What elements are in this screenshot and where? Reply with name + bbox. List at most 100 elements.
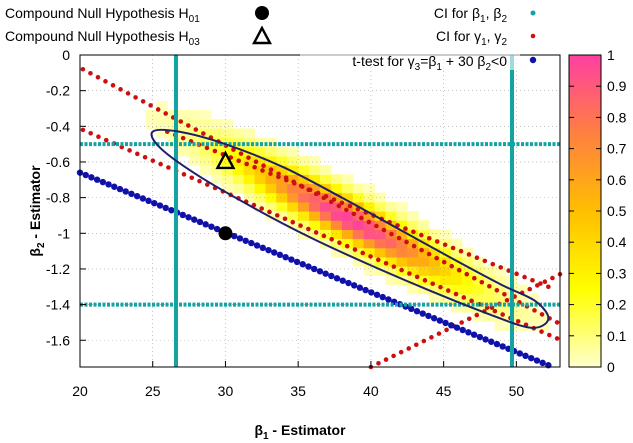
heatmap-cell (210, 165, 223, 175)
ci-gamma-point (490, 261, 496, 267)
ci-gamma-point (204, 182, 210, 187)
colorbar-tick-label: 0.6 (607, 172, 627, 188)
colorbar-segment (569, 324, 601, 329)
ci-gamma-point (527, 286, 533, 292)
ci-gamma-point (212, 148, 218, 154)
ci-gamma-point (110, 83, 116, 88)
ci-gamma-point (482, 258, 488, 264)
colorbar-segment (569, 109, 601, 115)
ci-gamma-point (133, 95, 138, 100)
colorbar-segment (569, 144, 601, 150)
ttest-point (156, 202, 164, 209)
ci-gamma-point (282, 216, 288, 222)
legend-h03-marker (252, 25, 272, 45)
ci-gamma-point (522, 274, 527, 280)
ci-gamma-point (103, 79, 108, 84)
colorbar-tick-label: 0.5 (607, 203, 627, 219)
ci-gamma-point (438, 284, 443, 290)
heatmap-cell (189, 128, 201, 139)
heatmap-cell (352, 220, 365, 230)
ci-gamma-point (445, 288, 451, 293)
heatmap-cell (363, 183, 376, 194)
y-tick-label: -0.4 (46, 118, 70, 134)
ci-gamma-point (532, 308, 537, 313)
heatmap-cell (276, 211, 288, 221)
ttest-point (453, 324, 461, 331)
heatmap-cell (429, 293, 441, 304)
ci-gamma-point (95, 75, 101, 80)
heatmap-cell (374, 201, 387, 212)
heatmap-cell (418, 266, 430, 276)
heatmap-cell (178, 146, 190, 157)
heatmap-cell (232, 174, 245, 185)
ci-gamma-point (148, 103, 153, 108)
heatmap-cell (418, 256, 430, 267)
ttest-point (345, 279, 352, 287)
colorbar-segment (569, 133, 601, 138)
ci-gamma-point (413, 342, 419, 348)
heatmap-cell (374, 229, 387, 240)
ci-gamma-point (389, 231, 394, 237)
heatmap-cell (265, 192, 277, 203)
ttest-point (356, 284, 364, 291)
ci-gamma-point (434, 255, 439, 261)
ci-gamma-point (359, 215, 364, 221)
ci-gamma-point (339, 200, 345, 206)
legend-ttest-marker (529, 56, 537, 64)
heatmap-cell (374, 211, 387, 221)
heatmap-cell (472, 275, 485, 286)
ci-gamma-point (515, 319, 521, 324)
heatmap-cell (494, 293, 507, 304)
heatmap-cell (341, 238, 354, 249)
ttest-point (505, 345, 512, 352)
heatmap-cell (330, 247, 343, 258)
heatmap-cell (461, 247, 474, 258)
colorbar-segment (569, 257, 601, 263)
ttest-points (76, 169, 552, 369)
colorbar-segment (569, 74, 601, 79)
colorbar-segment (569, 207, 601, 212)
heatmap-cell (341, 192, 354, 203)
legend-ttest-backdrop (300, 52, 520, 70)
ci-gamma-point (530, 278, 535, 283)
colorbar-segment (569, 269, 601, 274)
heatmap-cell (200, 110, 212, 120)
ci-gamma-point (347, 203, 353, 209)
heatmap-cell (200, 137, 212, 148)
colorbar-segment (569, 265, 601, 271)
colorbar-segment (569, 253, 601, 259)
y-tick-label: -0.6 (46, 154, 70, 170)
ci-gamma-point (383, 260, 389, 266)
ttest-point (408, 305, 415, 313)
heatmap-cell (396, 238, 408, 249)
colorbar-segment (569, 351, 601, 356)
x-tick-label: 25 (145, 383, 161, 399)
heatmap-cell (385, 201, 397, 212)
heatmap-cell (538, 311, 550, 322)
heatmap-cell (200, 165, 212, 175)
heatmap-cell (407, 220, 419, 230)
colorbar-tick-label: 0 (607, 359, 615, 375)
ttest-point (533, 357, 541, 364)
ci-gamma-point (306, 226, 311, 232)
heatmap-cell (243, 128, 256, 139)
ci-gamma-point (492, 308, 498, 314)
ci-gamma-point (547, 332, 552, 338)
ci-gamma-point (453, 291, 459, 297)
ci-gamma-point (504, 297, 510, 303)
heatmap-cell (243, 165, 256, 175)
ttest-point (265, 246, 272, 254)
ci-gamma-point (376, 257, 381, 263)
x-tick-label: 50 (509, 383, 525, 399)
colorbar-segment (569, 335, 601, 341)
heatmap-cell (298, 220, 310, 230)
colorbar-segment (569, 94, 601, 99)
colorbar-segment (569, 172, 601, 177)
heatmap-cell (330, 201, 343, 212)
ttest-point (151, 199, 158, 207)
ttest-point (99, 178, 107, 186)
heatmap-cell (221, 137, 234, 148)
y-tick-label: -1.6 (46, 332, 70, 348)
ci-gamma-point (366, 219, 372, 225)
heatmap-cell (527, 302, 539, 313)
